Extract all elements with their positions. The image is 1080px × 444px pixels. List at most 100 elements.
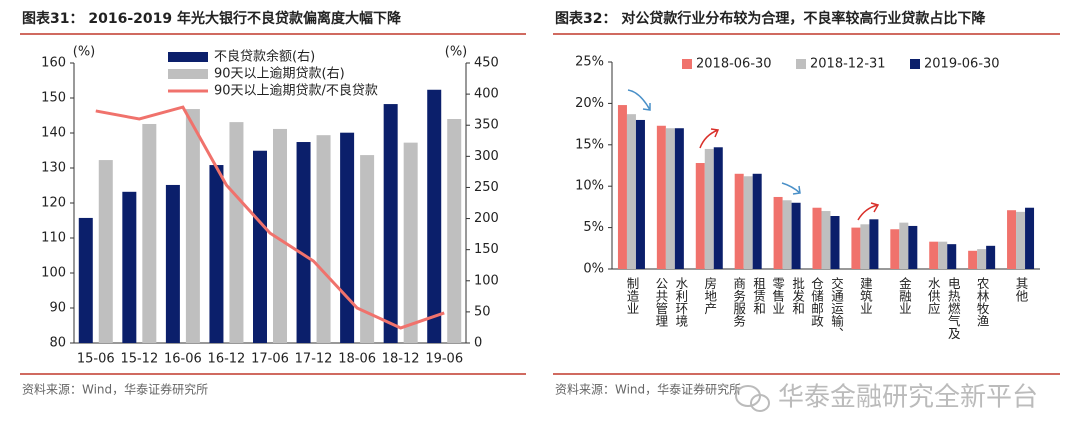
x-tick-label: 水利环境 公共管理	[653, 277, 689, 327]
y-tick-label: 160	[41, 56, 66, 71]
bar	[1025, 207, 1035, 269]
line	[95, 105, 445, 330]
x-tick-label: 17-06	[251, 352, 289, 367]
bar	[713, 147, 723, 269]
y-tick-label: 110	[41, 231, 66, 246]
y-tick-label: 120	[41, 196, 66, 211]
y2-tick-label: 0	[474, 336, 482, 351]
bar	[851, 227, 861, 269]
bar	[665, 128, 675, 269]
bar	[674, 128, 684, 269]
bar	[977, 249, 987, 269]
y2-tick-label: 200	[474, 211, 499, 226]
bar	[340, 132, 355, 343]
y2-axis-unit: (%)	[445, 45, 468, 60]
chart-title: 图表31： 2016-2019 年光大银行不良贷款偏离度大幅下降	[22, 10, 402, 27]
x-tick-label: 批发和 零售业	[770, 277, 806, 315]
x-tick-label: 电热燃气及 水供应	[925, 277, 961, 340]
source: 资料来源：Wind，华泰证券研究所	[22, 382, 208, 397]
bar	[791, 202, 801, 269]
y2-tick-label: 350	[474, 118, 499, 133]
bar	[890, 229, 900, 269]
bar	[734, 173, 744, 269]
bar	[869, 219, 879, 269]
legend-swatch	[796, 59, 806, 69]
x-tick-label: 15-06	[77, 352, 115, 367]
legend-label: 2019-06-30	[924, 57, 1000, 72]
bar	[273, 128, 287, 343]
legend-swatch	[910, 59, 920, 69]
x-tick-label: 17-12	[295, 352, 333, 367]
y2-tick-label: 400	[474, 87, 499, 102]
bar	[447, 119, 462, 343]
y2-tick-label: 450	[474, 56, 499, 71]
bar	[812, 207, 822, 269]
y2-tick-label: 150	[474, 242, 499, 257]
bar	[656, 125, 666, 269]
bar	[635, 119, 645, 270]
bar	[316, 135, 331, 343]
bar	[752, 173, 762, 269]
bar	[908, 225, 918, 269]
x-tick-label: 房地产	[702, 277, 718, 315]
y-axis-unit: (%)	[73, 45, 96, 60]
legend-label: 90天以上逾期贷款/不良贷款	[214, 83, 378, 99]
y-tick-label: 10%	[575, 179, 604, 194]
x-tick-label: 制造业	[624, 277, 640, 315]
x-tick-label: 18-12	[382, 352, 420, 367]
legend-label: 不良贷款余额(右)	[214, 49, 315, 65]
x-tick-label: 租赁和 商务服务	[731, 277, 767, 327]
y2-tick-label: 50	[474, 304, 491, 319]
bar	[830, 216, 840, 269]
bar	[938, 241, 948, 269]
bar	[617, 105, 627, 269]
watermark: 华泰金融研究全新平台	[778, 383, 1038, 413]
bar	[142, 123, 157, 343]
source: 资料来源：Wind，华泰证券研究所	[555, 382, 741, 397]
bar	[383, 104, 398, 343]
y2-tick-label: 100	[474, 273, 499, 288]
y2-tick-label: 250	[474, 180, 499, 195]
bar	[1007, 210, 1017, 269]
bar	[165, 184, 180, 343]
x-tick-label: 15-12	[120, 352, 158, 367]
legend-swatch	[682, 59, 692, 69]
y-tick-label: 5%	[583, 220, 604, 235]
bar	[403, 142, 418, 343]
y-tick-label: 80	[49, 336, 66, 351]
bar	[929, 241, 939, 269]
bar	[253, 150, 267, 343]
bar	[185, 109, 200, 344]
bar	[947, 244, 957, 269]
y-tick-label: 100	[41, 266, 66, 281]
bar	[704, 148, 714, 269]
bar	[695, 163, 705, 269]
x-tick-label: 建筑业	[857, 277, 873, 315]
bar	[626, 114, 636, 269]
bar	[782, 200, 792, 269]
x-tick-label: 金融业	[896, 277, 912, 315]
x-tick-label: 农林牧渔	[974, 277, 990, 327]
bar	[821, 211, 831, 269]
legend-swatch	[168, 69, 208, 79]
x-tick-label: 16-06	[164, 352, 202, 367]
chart-title: 图表32： 对公贷款行业分布较为合理，不良率较高行业贷款占比下降	[555, 10, 986, 27]
bar	[209, 165, 224, 343]
bar	[986, 245, 996, 269]
y-tick-label: 130	[41, 161, 66, 176]
y-tick-label: 15%	[575, 137, 604, 152]
y-tick-label: 150	[41, 91, 66, 106]
y-tick-label: 90	[49, 301, 66, 316]
watermark-icon	[735, 385, 770, 412]
x-tick-label: 18-06	[338, 352, 376, 367]
legend-swatch	[168, 52, 208, 62]
legend-label: 90天以上逾期贷款(右)	[214, 67, 345, 82]
y-tick-label: 20%	[575, 96, 604, 111]
bar	[78, 217, 93, 343]
legend-label: 2018-12-31	[810, 57, 886, 72]
x-tick-label: 16-12	[208, 352, 246, 367]
bar	[860, 224, 870, 269]
bar	[968, 250, 978, 269]
